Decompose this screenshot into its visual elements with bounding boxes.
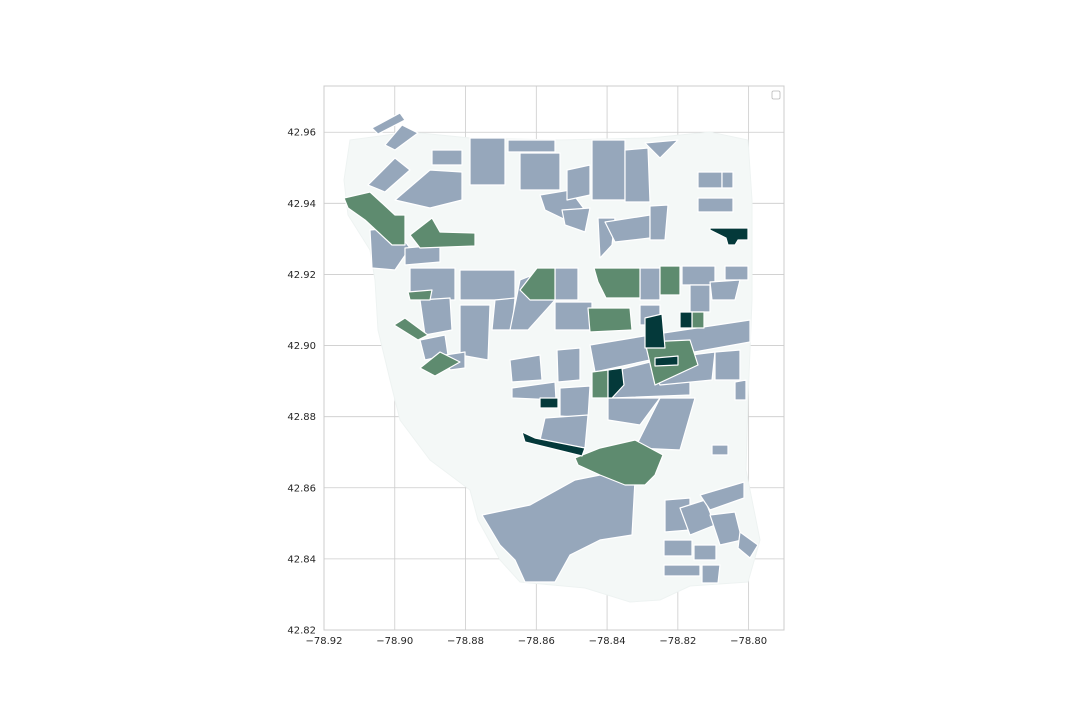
y-tick-label: 42.84 bbox=[287, 554, 316, 565]
y-tick-label: 42.90 bbox=[287, 341, 316, 352]
parcel bbox=[663, 539, 693, 557]
parcel bbox=[384, 124, 419, 151]
parcel bbox=[701, 564, 721, 584]
parcel bbox=[459, 269, 516, 301]
parcels-medium bbox=[343, 191, 705, 486]
parcel bbox=[509, 354, 543, 383]
parcel bbox=[593, 267, 641, 299]
parcel bbox=[407, 289, 433, 301]
parcel bbox=[507, 139, 556, 153]
y-tick-label: 42.82 bbox=[287, 626, 316, 637]
x-tick-label: −78.82 bbox=[659, 636, 696, 647]
parcel bbox=[649, 204, 669, 241]
parcel bbox=[559, 385, 591, 419]
parcel bbox=[481, 474, 636, 583]
parcel bbox=[624, 147, 651, 203]
parcel bbox=[699, 481, 745, 511]
parcels-low bbox=[367, 112, 759, 584]
legend bbox=[771, 90, 781, 100]
parcel bbox=[556, 347, 581, 383]
parcel bbox=[519, 267, 556, 301]
parcel bbox=[607, 397, 661, 426]
parcel bbox=[734, 379, 747, 401]
parcel bbox=[521, 431, 586, 457]
parcel bbox=[634, 397, 696, 451]
parcel bbox=[591, 369, 609, 399]
parcel bbox=[644, 139, 679, 159]
parcel bbox=[663, 564, 701, 577]
parcel bbox=[709, 279, 741, 301]
parcel bbox=[679, 311, 693, 329]
map-layer bbox=[343, 112, 761, 603]
parcel bbox=[691, 311, 705, 329]
x-tick-label: −78.80 bbox=[730, 636, 767, 647]
x-tick-label: −78.88 bbox=[447, 636, 484, 647]
axis-ticks: −78.92 −78.90 −78.88 −78.86 −78.84 −78.82 −78.… bbox=[287, 128, 767, 647]
x-tick-label: −78.86 bbox=[518, 636, 555, 647]
parcel bbox=[561, 207, 591, 233]
parcel bbox=[737, 531, 759, 559]
y-tick-label: 42.94 bbox=[287, 199, 316, 210]
parcel bbox=[587, 307, 633, 333]
parcel bbox=[539, 397, 559, 409]
parcel bbox=[711, 444, 729, 456]
parcel bbox=[371, 112, 406, 135]
parcel bbox=[409, 217, 476, 249]
y-tick-label: 42.88 bbox=[287, 412, 316, 423]
parcel bbox=[367, 157, 411, 193]
parcel bbox=[591, 139, 626, 201]
parcel bbox=[566, 164, 591, 201]
parcel bbox=[654, 355, 679, 367]
parcel bbox=[644, 313, 666, 349]
parcel bbox=[554, 267, 579, 301]
parcel bbox=[419, 351, 461, 377]
parcel bbox=[724, 265, 749, 281]
parcel bbox=[431, 149, 463, 166]
x-tick-label: −78.92 bbox=[305, 636, 342, 647]
parcel bbox=[419, 297, 453, 336]
parcel bbox=[459, 304, 491, 361]
parcel bbox=[343, 191, 406, 246]
parcel bbox=[639, 267, 661, 301]
parcel bbox=[393, 317, 429, 341]
parcel bbox=[469, 137, 506, 186]
y-tick-label: 42.92 bbox=[287, 270, 316, 281]
parcel bbox=[721, 171, 734, 189]
parcel bbox=[554, 301, 593, 331]
y-tick-label: 42.96 bbox=[287, 128, 316, 139]
x-tick-label: −78.90 bbox=[376, 636, 413, 647]
parcel bbox=[714, 349, 741, 381]
parcel bbox=[519, 152, 561, 191]
parcel bbox=[574, 439, 664, 486]
parcel bbox=[659, 265, 681, 296]
parcel bbox=[697, 171, 723, 189]
parcel bbox=[697, 197, 734, 213]
city-boundary bbox=[343, 131, 761, 603]
parcel bbox=[709, 227, 749, 246]
parcels-high bbox=[521, 227, 749, 457]
parcel bbox=[689, 284, 711, 313]
parcel bbox=[394, 169, 463, 209]
y-tick-label: 42.86 bbox=[287, 483, 316, 494]
parcel bbox=[693, 544, 717, 561]
parcel bbox=[607, 367, 625, 399]
x-tick-label: −78.84 bbox=[589, 636, 626, 647]
legend-box bbox=[771, 90, 781, 100]
